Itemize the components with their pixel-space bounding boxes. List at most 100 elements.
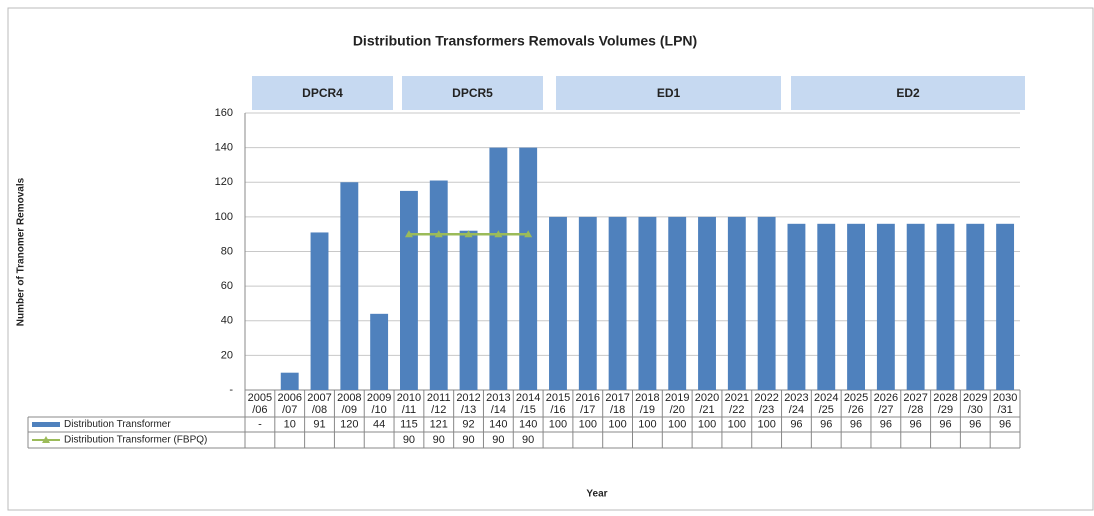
- x-tick-label: 2024/25: [814, 392, 838, 416]
- table-value: 115: [400, 418, 418, 430]
- x-tick-label: 2006/07: [277, 392, 301, 416]
- bar: [757, 216, 776, 390]
- table-value: 100: [728, 418, 746, 430]
- line-marker: [524, 230, 533, 238]
- table-value: 96: [939, 418, 951, 430]
- x-tick-label: 2027/28: [903, 392, 927, 416]
- x-tick-label: 2015/16: [546, 392, 570, 416]
- x-tick-label: 2009/10: [367, 392, 391, 416]
- x-tick-label: 2021/22: [725, 392, 749, 416]
- table-value: 96: [969, 418, 981, 430]
- bar: [936, 223, 955, 390]
- bar: [847, 223, 865, 390]
- table-value: 90: [403, 434, 415, 446]
- bar: [489, 147, 508, 390]
- bar: [906, 223, 925, 390]
- table-value: 96: [850, 418, 862, 430]
- period-band: [252, 76, 393, 110]
- table-value: 140: [519, 418, 537, 430]
- period-label: ED2: [896, 86, 920, 100]
- x-tick-label: 2007/08: [307, 392, 331, 416]
- bar: [668, 216, 687, 390]
- table-value: 100: [608, 418, 626, 430]
- bar: [787, 223, 806, 390]
- table-value: 96: [790, 418, 802, 430]
- bar: [727, 216, 746, 390]
- bar: [638, 216, 657, 390]
- period-label: ED1: [657, 86, 681, 100]
- x-tick-label: 2022/23: [754, 392, 778, 416]
- bar: [996, 223, 1015, 390]
- x-tick-label: 2026/27: [874, 392, 898, 416]
- y-axis-label: Number of Tranomer Removals: [16, 177, 27, 326]
- bar: [370, 313, 389, 390]
- y-tick-label: 40: [221, 315, 233, 327]
- x-tick-label: 2013/14: [486, 392, 510, 416]
- y-tick-label: -: [229, 384, 233, 396]
- table-value: 90: [433, 434, 445, 446]
- bar: [280, 372, 299, 390]
- x-tick-label: 2025/26: [844, 392, 868, 416]
- bar: [400, 190, 418, 390]
- x-tick-label: 2005/06: [248, 392, 272, 416]
- x-tick-label: 2011/12: [427, 392, 451, 416]
- bar: [459, 230, 478, 390]
- table-value: -: [258, 418, 262, 430]
- bar: [817, 223, 836, 390]
- table-value: 44: [373, 418, 385, 430]
- x-tick-label: 2028/29: [933, 392, 957, 416]
- bar: [608, 216, 627, 390]
- period-band: [556, 76, 781, 110]
- x-tick-label: 2008/09: [337, 392, 361, 416]
- period-label: DPCR5: [452, 86, 493, 100]
- table-value: 100: [638, 418, 656, 430]
- x-tick-label: 2023/24: [784, 392, 808, 416]
- x-tick-label: 2010/11: [397, 392, 421, 416]
- period-label: DPCR4: [302, 86, 343, 100]
- table-value: 100: [698, 418, 716, 430]
- period-band: [402, 76, 543, 110]
- y-tick-label: 160: [215, 107, 233, 119]
- table-value: 96: [820, 418, 832, 430]
- y-tick-label: 80: [221, 245, 233, 257]
- legend-label: Distribution Transformer (FBPQ): [64, 435, 207, 446]
- bar: [310, 232, 329, 390]
- line-marker: [464, 230, 473, 238]
- y-tick-label: 120: [215, 176, 233, 188]
- x-tick-label: 2017/18: [605, 392, 629, 416]
- line-marker: [434, 230, 443, 238]
- table-value: 120: [340, 418, 358, 430]
- table-value: 121: [430, 418, 448, 430]
- x-tick-label: 2018/19: [635, 392, 659, 416]
- table-value: 91: [313, 418, 325, 430]
- legend-key: [32, 422, 60, 427]
- table-value: 90: [522, 434, 534, 446]
- x-tick-label: 2012/13: [456, 392, 480, 416]
- x-tick-label: 2019/20: [665, 392, 689, 416]
- bar: [429, 180, 448, 390]
- period-band: [791, 76, 1025, 110]
- x-tick-label: 2030/31: [993, 392, 1017, 416]
- x-tick-label: 2014/15: [516, 392, 540, 416]
- bar: [876, 223, 895, 390]
- y-tick-label: 100: [215, 211, 233, 223]
- table-value: 140: [489, 418, 507, 430]
- legend-key: [42, 436, 50, 443]
- bar: [519, 147, 538, 390]
- table-value: 100: [549, 418, 567, 430]
- x-axis-label: Year: [586, 489, 607, 500]
- bar: [698, 216, 716, 390]
- table-value: 100: [579, 418, 597, 430]
- table-value: 10: [284, 418, 296, 430]
- table-value: 90: [462, 434, 474, 446]
- table-value: 90: [492, 434, 504, 446]
- bar: [549, 216, 567, 390]
- y-tick-label: 140: [215, 142, 233, 154]
- table-value: 100: [757, 418, 775, 430]
- legend-label: Distribution Transformer: [64, 419, 171, 430]
- x-tick-label: 2016/17: [576, 392, 600, 416]
- bar: [578, 216, 597, 390]
- table-value: 96: [910, 418, 922, 430]
- table-value: 96: [999, 418, 1011, 430]
